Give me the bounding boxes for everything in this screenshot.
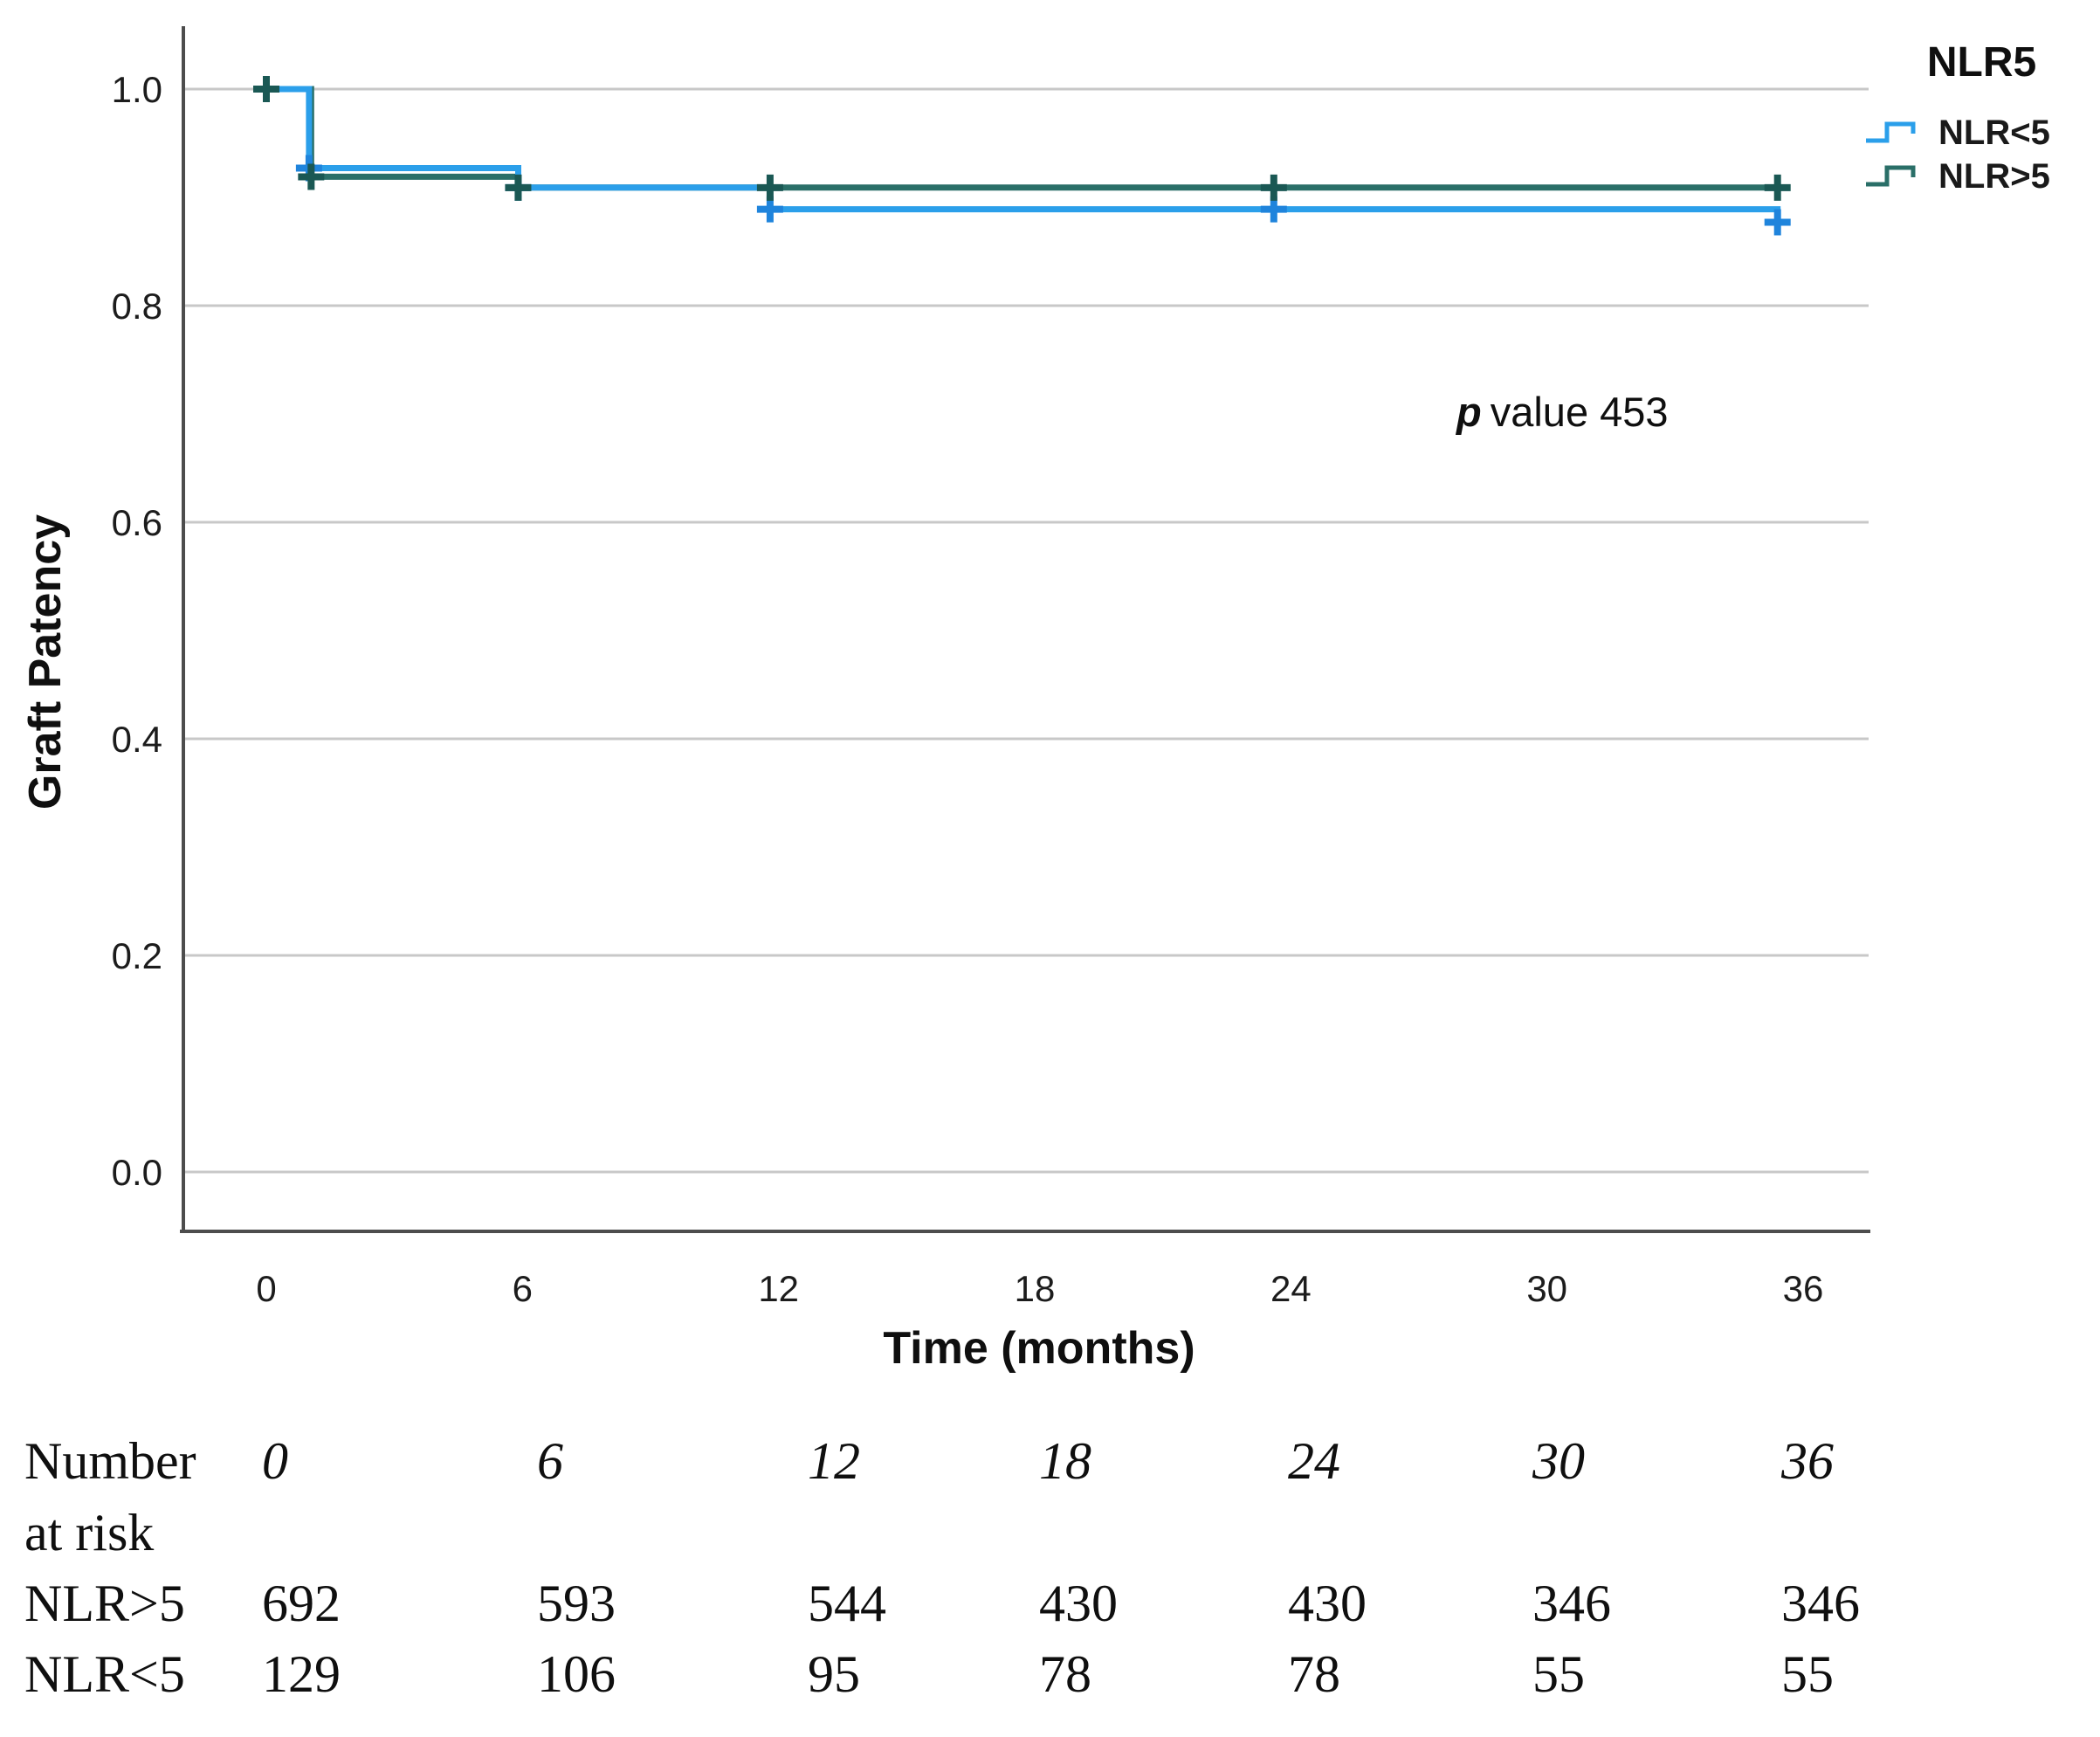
x-tick-label: 30 (1526, 1268, 1567, 1309)
y-tick-label: 0.8 (112, 286, 162, 327)
risk-count-value: 692 (262, 1575, 341, 1632)
risk-count-value: 55 (1781, 1645, 1834, 1703)
y-tick-label: 1.0 (112, 69, 162, 110)
legend: NLR5 NLR<5 NLR>5 (1863, 38, 2100, 198)
x-axis-title: Time (months) (883, 1323, 1195, 1374)
risk-count-value: 430 (1039, 1575, 1118, 1632)
y-tick-label: 0.0 (112, 1152, 162, 1193)
x-tick-label: 18 (1015, 1268, 1056, 1309)
p-value-annotation: p value 453 (1456, 388, 1669, 436)
p-value-text: value 453 (1490, 389, 1669, 435)
x-tick-label: 12 (758, 1268, 799, 1309)
risk-row-label: NLR>5 (24, 1575, 185, 1632)
risk-count-value: 95 (808, 1645, 860, 1703)
legend-entry: NLR>5 (1863, 155, 2100, 198)
risk-row-label: NLR<5 (24, 1645, 185, 1703)
risk-count-value: 544 (808, 1575, 886, 1632)
y-axis-title: Graft Patency (20, 514, 71, 810)
risk-table-time-header: 24 (1288, 1432, 1340, 1490)
km-curve-NLR>5 (266, 86, 1787, 191)
y-tick-label: 0.4 (112, 719, 162, 760)
legend-entry-label: NLR>5 (1938, 156, 2050, 196)
km-curve-NLR<5 (266, 86, 1787, 225)
y-tick-label: 0.6 (112, 502, 162, 543)
legend-title: NLR5 (1926, 39, 2037, 86)
risk-count-value: 129 (262, 1645, 341, 1703)
legend-entry-label: NLR<5 (1938, 113, 2050, 152)
risk-count-value: 430 (1288, 1575, 1367, 1632)
risk-count-value: 78 (1288, 1645, 1340, 1703)
y-tick-label: 0.2 (112, 935, 162, 976)
legend-entry: NLR<5 (1863, 111, 2100, 155)
legend-step-line-icon (1866, 165, 1916, 187)
risk-count-value: 55 (1532, 1645, 1585, 1703)
risk-count-value: 593 (537, 1575, 616, 1632)
km-plot-canvas: 1.0 0.8 0.6 0.4 0.2 0.0 0 6 12 18 24 30 36 (112, 26, 1870, 1309)
risk-table-time-header: 30 (1532, 1432, 1585, 1490)
legend-entries: NLR<5 NLR>5 (1863, 111, 2100, 198)
risk-table-time-header: 0 (262, 1432, 288, 1490)
risk-count-value: 78 (1039, 1645, 1091, 1703)
risk-count-value: 106 (537, 1645, 616, 1703)
risk-table-header-line2: at risk (24, 1504, 155, 1561)
risk-table-time-header: 6 (537, 1432, 563, 1490)
risk-table-header-line1: Number (24, 1432, 196, 1490)
x-tick-label: 36 (1783, 1268, 1824, 1309)
risk-table-time-header: 36 (1781, 1432, 1834, 1490)
risk-count-value: 346 (1532, 1575, 1611, 1632)
x-tick-label: 24 (1270, 1268, 1312, 1309)
x-tick-label: 0 (256, 1268, 276, 1309)
risk-count-value: 346 (1781, 1575, 1860, 1632)
legend-step-line-icon (1866, 121, 1916, 143)
p-symbol: p (1456, 389, 1482, 435)
x-tick-label: 6 (513, 1268, 533, 1309)
risk-table-time-header: 18 (1039, 1432, 1091, 1490)
risk-table-time-header: 12 (808, 1432, 860, 1490)
